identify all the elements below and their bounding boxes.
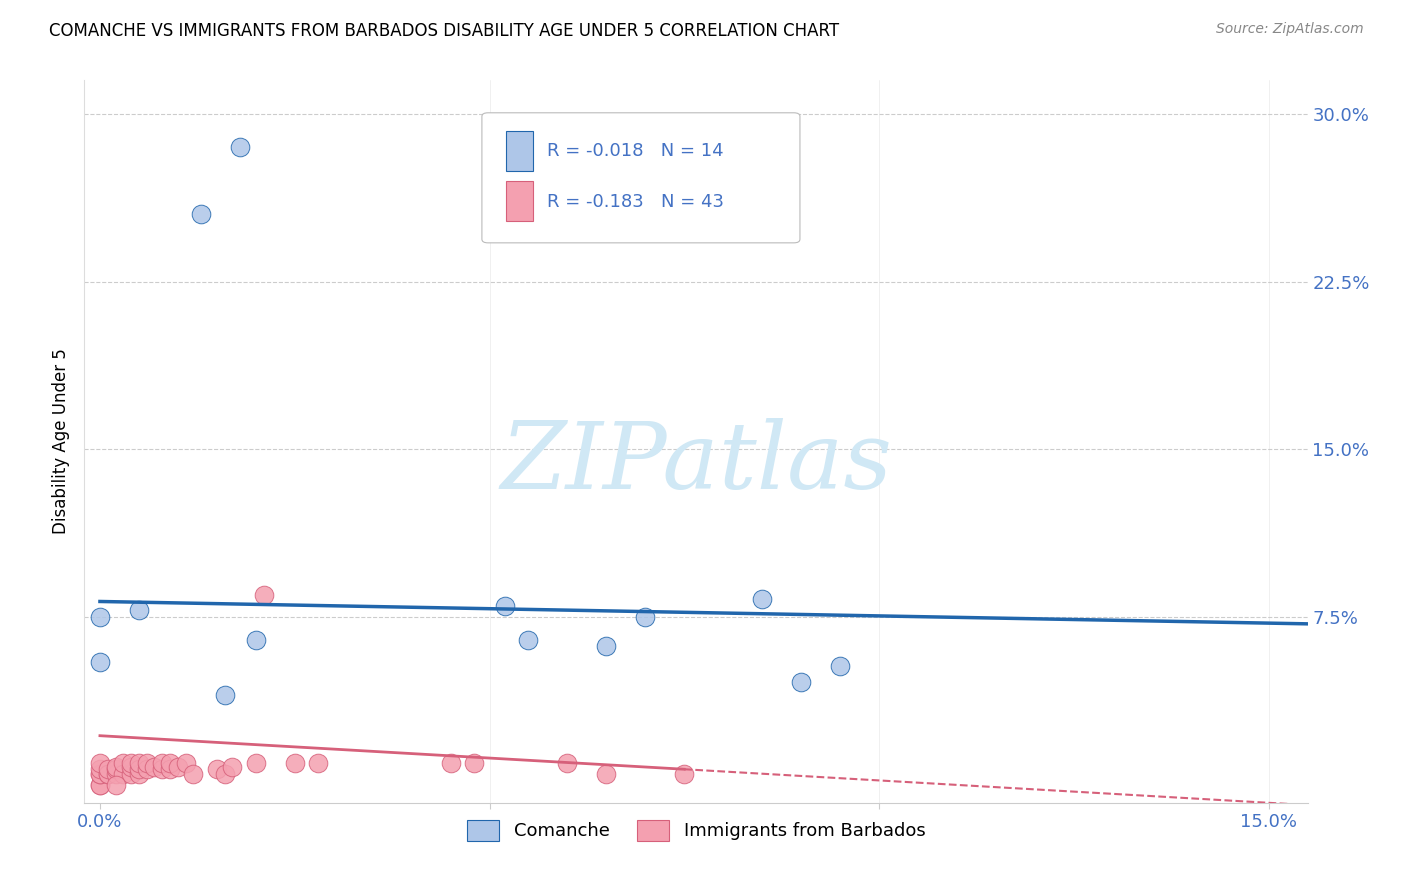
Point (128, 756, 150, 770)
Point (112, 766, 135, 780)
Point (517, 632, 540, 647)
Point (494, 599, 516, 613)
Legend: Comanche, Immigrants from Barbados: Comanche, Immigrants from Barbados (460, 813, 932, 848)
Point (190, 207, 212, 221)
Point (135, 756, 157, 770)
Point (128, 766, 150, 780)
Point (135, 762, 157, 776)
Text: COMANCHE VS IMMIGRANTS FROM BARBADOS DISABILITY AGE UNDER 5 CORRELATION CHART: COMANCHE VS IMMIGRANTS FROM BARBADOS DIS… (49, 22, 839, 40)
Point (89, 756, 111, 770)
Point (214, 689, 236, 703)
Point (229, 140, 252, 154)
Point (104, 766, 127, 780)
Point (143, 760, 166, 774)
Point (120, 756, 142, 770)
Point (174, 756, 197, 770)
Point (97, 766, 120, 780)
Text: Source: ZipAtlas.com: Source: ZipAtlas.com (1216, 22, 1364, 37)
Point (245, 756, 267, 770)
Point (120, 760, 142, 774)
Text: ZIPatlas: ZIPatlas (501, 418, 891, 508)
Point (595, 766, 617, 780)
Point (307, 756, 329, 770)
Point (104, 760, 127, 774)
Point (97, 766, 120, 780)
Point (89, 778, 111, 792)
Point (89, 655, 111, 669)
Point (751, 592, 773, 607)
Bar (506, 131, 533, 170)
Point (89, 766, 111, 780)
Point (159, 756, 181, 770)
Point (221, 760, 243, 774)
Point (183, 766, 205, 780)
Point (166, 760, 188, 774)
Point (252, 588, 274, 602)
Point (128, 603, 150, 617)
Point (284, 756, 307, 770)
Point (159, 762, 181, 776)
Point (557, 756, 579, 770)
Point (112, 756, 135, 770)
Point (634, 610, 657, 624)
Point (439, 756, 461, 770)
Point (89, 778, 111, 792)
Point (205, 762, 228, 776)
Text: R = -0.018   N = 14: R = -0.018 N = 14 (547, 142, 723, 160)
Point (245, 632, 267, 647)
Point (89, 610, 111, 624)
Point (463, 756, 485, 770)
Point (830, 659, 852, 673)
Point (89, 762, 111, 776)
Point (214, 766, 236, 780)
Point (128, 762, 150, 776)
Point (97, 762, 120, 776)
Point (120, 766, 142, 780)
Point (89, 766, 111, 780)
Point (104, 778, 127, 792)
Y-axis label: Disability Age Under 5: Disability Age Under 5 (52, 349, 70, 534)
Point (673, 766, 696, 780)
Point (790, 675, 813, 690)
Point (595, 639, 617, 653)
Bar (506, 181, 533, 221)
Text: R = -0.183   N = 43: R = -0.183 N = 43 (547, 193, 724, 211)
Point (150, 762, 173, 776)
Point (150, 756, 173, 770)
FancyBboxPatch shape (482, 112, 800, 243)
Point (104, 762, 127, 776)
